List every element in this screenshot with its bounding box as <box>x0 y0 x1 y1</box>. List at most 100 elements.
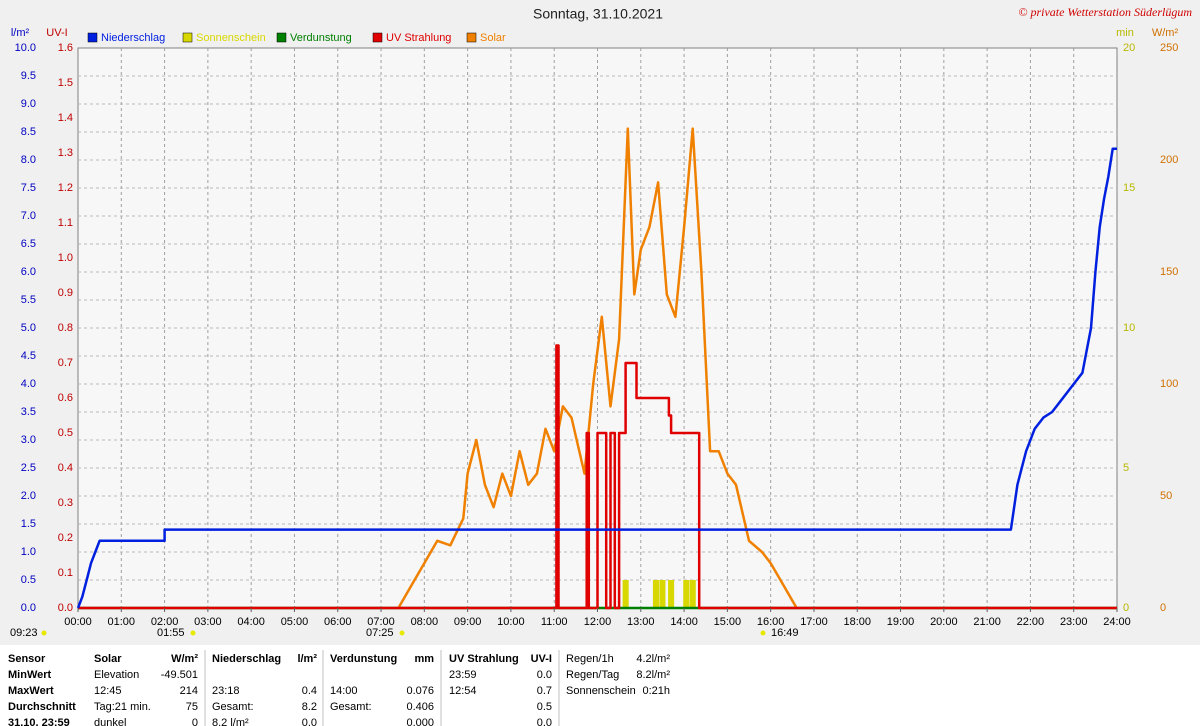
y-tick-label: 3.0 <box>21 434 36 446</box>
legend-label: Niederschlag <box>101 32 165 44</box>
y-tick-label: 10.0 <box>15 42 36 54</box>
x-tick-label: 13:00 <box>627 616 655 628</box>
x-tick-label: 14:00 <box>670 616 698 628</box>
y-tick-label: 2.5 <box>21 462 36 474</box>
stats-cell: 12:45 <box>94 685 122 697</box>
y-tick-label: 3.5 <box>21 406 36 418</box>
series-line <box>76 147 1117 609</box>
stats-cell: 4.2l/m² <box>636 653 670 665</box>
y-tick-label: 0.7 <box>58 357 73 369</box>
x-tick-label: 21:00 <box>973 616 1001 628</box>
chart-title: Sonntag, 31.10.2021 <box>533 6 663 22</box>
stats-cell: 0.4 <box>302 685 317 697</box>
x-tick-label: 20:00 <box>930 616 958 628</box>
stats-cell: W/m² <box>171 653 198 665</box>
stats-cell: Gesamt: <box>212 701 254 713</box>
x-tick-label: 01:00 <box>108 616 136 628</box>
stats-cell: UV-I <box>531 653 552 665</box>
y-tick-label: 8.5 <box>21 126 36 138</box>
bar <box>659 580 666 608</box>
stats-cell: Regen/Tag <box>566 669 619 681</box>
stats-cell: Sensor <box>8 653 46 665</box>
bar <box>668 580 675 608</box>
marker-label: 16:49 <box>771 627 799 639</box>
axis-title: min <box>1116 27 1134 39</box>
bar <box>689 580 696 608</box>
y-tick-label: 10 <box>1123 322 1135 334</box>
marker-label: 09:23 <box>10 627 38 639</box>
y-tick-label: 7.0 <box>21 210 36 222</box>
x-tick-label: 02:00 <box>151 616 179 628</box>
stats-cell: mm <box>414 653 434 665</box>
stats-cell: 0:21h <box>642 685 670 697</box>
axis-title: W/m² <box>1152 27 1179 39</box>
stats-cell: 0.0 <box>537 717 552 726</box>
y-tick-label: 0.0 <box>58 602 73 614</box>
marker-dot <box>760 630 766 636</box>
legend-label: UV Strahlung <box>386 32 451 44</box>
x-tick-label: 12:00 <box>584 616 612 628</box>
stats-cell: 31.10. 23:59 <box>8 717 70 726</box>
marker-label: 01:55 <box>157 627 185 639</box>
stats-cell: 23:59 <box>449 669 477 681</box>
stats-cell: UV Strahlung <box>449 653 519 665</box>
stats-cell: 14:00 <box>330 685 358 697</box>
axis-title: l/m² <box>11 27 30 39</box>
x-tick-label: 04:00 <box>237 616 265 628</box>
y-tick-label: 1.6 <box>58 42 73 54</box>
x-tick-label: 06:00 <box>324 616 352 628</box>
legend-swatch <box>276 32 287 43</box>
stats-cell: MaxWert <box>8 685 54 697</box>
x-tick-label: 19:00 <box>887 616 915 628</box>
stats-cell: 0.7 <box>537 685 552 697</box>
x-tick-label: 05:00 <box>281 616 309 628</box>
x-tick-label: 00:00 <box>64 616 92 628</box>
stats-cell: 0.076 <box>406 685 434 697</box>
stats-cell: 214 <box>180 685 198 697</box>
series-line <box>78 344 1117 610</box>
y-tick-label: 8.0 <box>21 154 36 166</box>
x-tick-label: 23:00 <box>1060 616 1088 628</box>
stats-cell: 0 <box>192 717 198 726</box>
legend-swatch <box>182 32 193 43</box>
stats-panel <box>0 645 1200 726</box>
legend-label: Sonnenschein <box>196 32 266 44</box>
stats-cell: 0.406 <box>406 701 434 713</box>
y-tick-label: 1.4 <box>58 112 73 124</box>
bar <box>622 580 629 608</box>
legend-swatch <box>372 32 383 43</box>
x-tick-label: 15:00 <box>714 616 742 628</box>
x-tick-label: 18:00 <box>843 616 871 628</box>
series-line <box>397 127 798 609</box>
stats-cell: 23:18 <box>212 685 240 697</box>
stats-cell: 8.2l/m² <box>636 669 670 681</box>
x-tick-label: 24:00 <box>1103 616 1131 628</box>
stats-cell: l/m² <box>297 653 317 665</box>
y-tick-label: 20 <box>1123 42 1135 54</box>
stats-cell: MinWert <box>8 669 52 681</box>
marker-dot <box>41 630 47 636</box>
y-tick-label: 6.5 <box>21 238 36 250</box>
y-tick-label: 7.5 <box>21 182 36 194</box>
y-tick-label: 0.4 <box>58 462 73 474</box>
x-tick-label: 11:00 <box>541 616 568 628</box>
y-tick-label: 0.2 <box>58 532 73 544</box>
stats-cell: -49.501 <box>161 669 198 681</box>
legend-swatch <box>87 32 98 43</box>
stats-cell: Elevation <box>94 669 139 681</box>
stats-cell: dunkel <box>94 717 126 726</box>
x-tick-label: 10:00 <box>497 616 525 628</box>
y-tick-label: 2.0 <box>21 490 36 502</box>
y-tick-label: 0 <box>1123 602 1129 614</box>
legend-swatch <box>466 32 477 43</box>
stats-cell: Solar <box>94 653 122 665</box>
x-tick-label: 17:00 <box>800 616 828 628</box>
y-tick-label: 1.0 <box>58 252 73 264</box>
bar <box>683 580 690 608</box>
y-tick-label: 5.5 <box>21 294 36 306</box>
y-tick-label: 0.1 <box>58 567 73 579</box>
y-tick-label: 1.5 <box>21 518 36 530</box>
y-tick-label: 1.0 <box>21 546 36 558</box>
y-tick-label: 5.0 <box>21 322 36 334</box>
